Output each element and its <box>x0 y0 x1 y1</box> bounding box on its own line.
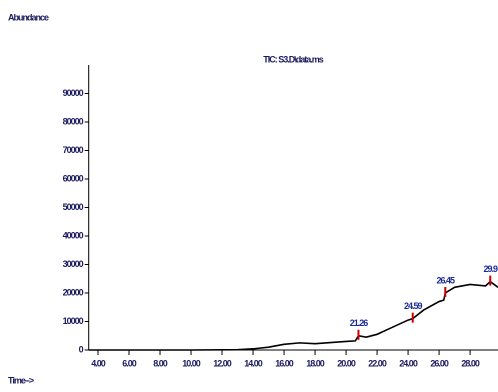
y-axis-label: Abundance <box>8 12 49 22</box>
y-tick-label: 70000 <box>63 145 84 155</box>
line <box>88 280 498 351</box>
y-tick-label: 30000 <box>63 259 84 269</box>
x-tick-label: 10.00 <box>182 358 201 368</box>
y-tick-label: 0 <box>79 344 84 354</box>
x-tick-label: 14.00 <box>244 358 263 368</box>
y-tick-label: 60000 <box>63 173 84 183</box>
x-tick-label: 24.00 <box>399 358 418 368</box>
y-tick-label: 20000 <box>63 287 84 297</box>
x-tick-label: 16.00 <box>275 358 294 368</box>
x-tick-label: 12.00 <box>213 358 232 368</box>
x-tick-label: 22.00 <box>368 358 387 368</box>
y-tick-label: 10000 <box>63 316 84 326</box>
x-tick-label: 4.00 <box>91 358 106 368</box>
y-tick-label: 40000 <box>63 230 84 240</box>
peak-label: 29.9 <box>483 264 498 274</box>
chart-title: TIC: S3.D\data.ms <box>263 54 324 64</box>
x-tick-label: 20.00 <box>337 358 356 368</box>
x-axis-label: Time--> <box>8 375 34 385</box>
y-tick-label: 50000 <box>63 202 84 212</box>
peak-label: 26.45 <box>437 275 456 285</box>
y-tick-label: 80000 <box>63 116 84 126</box>
x-tick-label: 28.00 <box>461 358 480 368</box>
x-tick-label: 18.00 <box>306 358 325 368</box>
peak-label: 24.59 <box>404 301 423 311</box>
x-tick-label: 6.00 <box>122 358 137 368</box>
x-tick-label: 26.00 <box>430 358 449 368</box>
x-tick-label: 8.00 <box>153 358 168 368</box>
y-tick-label: 90000 <box>63 88 84 98</box>
peak-label: 21.26 <box>350 318 369 328</box>
